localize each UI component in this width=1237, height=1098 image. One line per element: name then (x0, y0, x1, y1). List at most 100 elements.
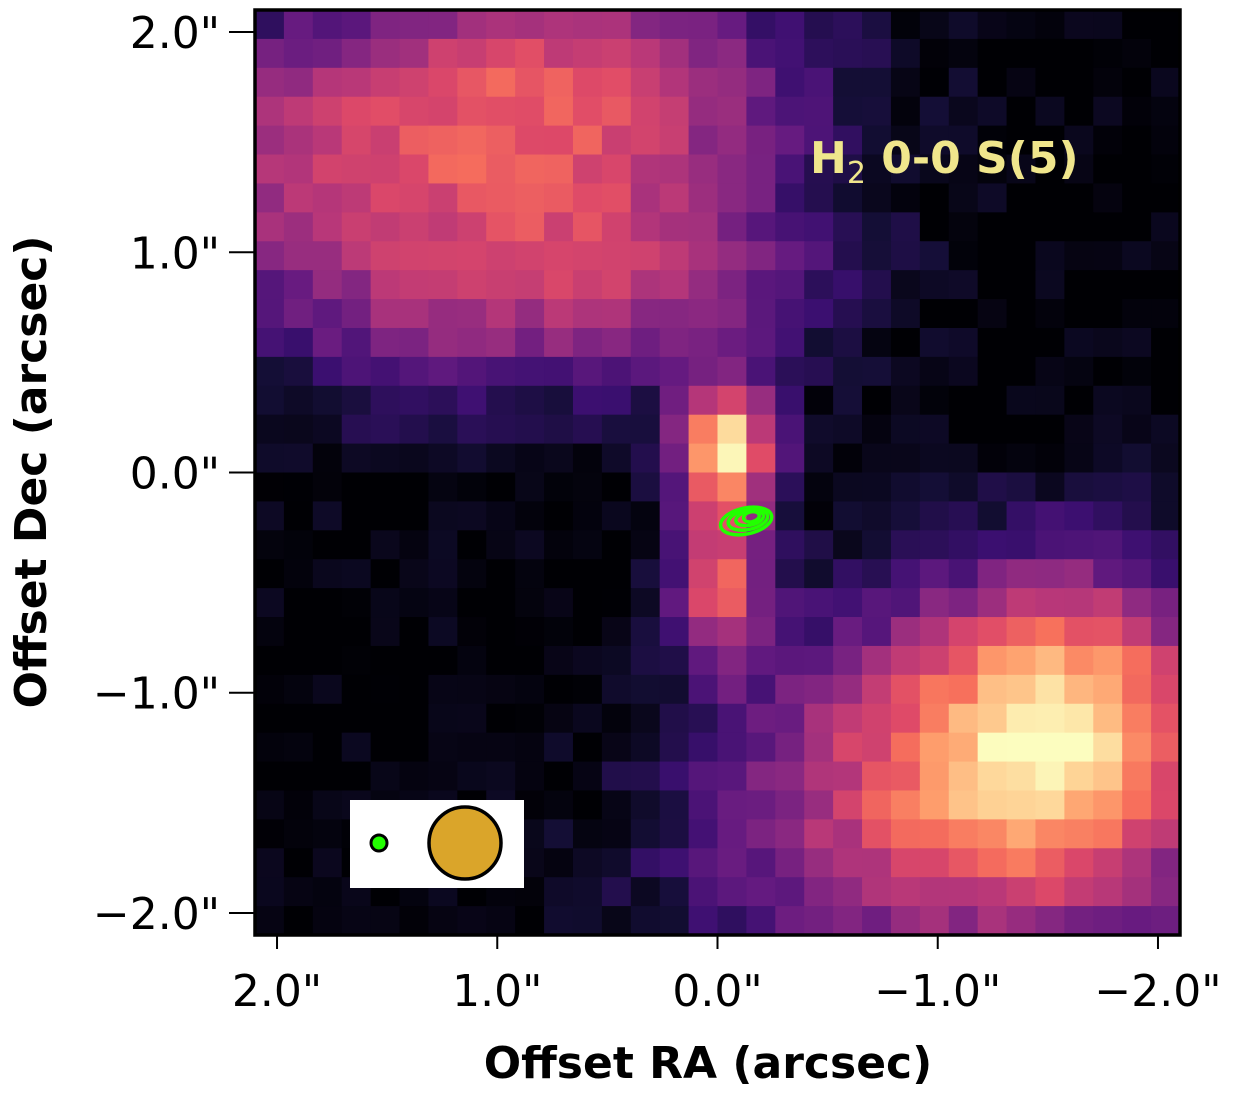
heatmap-cell (515, 183, 545, 213)
heatmap-cell (775, 732, 805, 763)
heatmap-cell (717, 617, 748, 647)
heatmap-cell (515, 501, 545, 531)
heatmap-cell (283, 356, 314, 387)
heatmap-cell (659, 414, 690, 445)
heatmap-cell (948, 617, 979, 647)
heatmap-cell (890, 674, 921, 705)
heatmap-cell (544, 212, 574, 242)
heatmap-cell (688, 270, 719, 300)
heatmap-cell (515, 588, 545, 618)
heatmap-cell (1151, 472, 1180, 503)
heatmap-cell (688, 212, 719, 242)
heatmap-cell (862, 212, 892, 242)
heatmap-cell (312, 877, 343, 907)
heatmap-cell (630, 501, 661, 531)
heatmap-cell (1035, 299, 1065, 329)
heatmap-cell (1035, 10, 1065, 40)
heatmap-cell (283, 761, 314, 792)
heatmap-cell (630, 790, 661, 820)
heatmap-cell (399, 299, 430, 329)
heatmap-cell (370, 530, 401, 560)
heatmap-cell (1064, 501, 1094, 531)
heatmap-cell (1035, 761, 1065, 792)
heatmap-cell (341, 906, 372, 935)
heatmap-cell (399, 617, 430, 647)
heatmap-cell (1093, 443, 1123, 474)
heatmap-cell (1006, 761, 1037, 792)
heatmap-cell (428, 906, 458, 935)
heatmap-cell (775, 299, 805, 329)
heatmap-cell (862, 848, 892, 878)
heatmap-cell (919, 472, 950, 503)
heatmap-cell (428, 703, 458, 734)
heatmap-cell (255, 385, 285, 416)
heatmap-cell (457, 38, 487, 69)
heatmap-cell (833, 96, 863, 127)
heatmap-cell (775, 501, 805, 531)
heatmap-cell (833, 530, 863, 560)
heatmap-cell (399, 67, 430, 98)
heatmap-cell (833, 327, 863, 358)
heatmap-cell (312, 645, 343, 676)
heatmap-cell (1151, 299, 1180, 329)
heatmap-cell (544, 125, 574, 156)
heatmap-cell (572, 645, 603, 676)
heatmap-cell (428, 385, 458, 416)
heatmap-cell (804, 761, 834, 792)
heatmap-cell (457, 617, 487, 647)
heatmap-cell (486, 154, 516, 185)
heatmap-cell (399, 270, 430, 300)
heatmap-cell (312, 96, 343, 127)
heatmap-cell (428, 559, 458, 589)
heatmap-cell (659, 125, 690, 156)
heatmap-cell (775, 848, 805, 878)
heatmap-cell (457, 530, 487, 560)
heatmap-cell (1151, 501, 1180, 531)
heatmap-cell (341, 645, 372, 676)
heatmap-cell (1035, 848, 1065, 878)
heatmap-cell (515, 327, 545, 358)
heatmap-cell (833, 443, 863, 474)
heatmap-cell (1035, 645, 1065, 676)
heatmap-cell (399, 154, 430, 185)
heatmap-cell (862, 356, 892, 387)
heatmap-cell (601, 212, 632, 242)
heatmap-cell (544, 10, 574, 40)
heatmap-cell (341, 154, 372, 185)
heatmap-cell (659, 10, 690, 40)
x-tick-label: −2.0" (1094, 966, 1221, 1017)
heatmap-cell (977, 356, 1008, 387)
heatmap-cell (833, 414, 863, 445)
heatmap-cell (717, 212, 748, 242)
heatmap-cell (399, 96, 430, 127)
heatmap-cell (775, 674, 805, 705)
heatmap-cell (833, 559, 863, 589)
heatmap-cell (919, 906, 950, 935)
heatmap-cell (255, 154, 285, 185)
heatmap-cell (746, 10, 776, 40)
heatmap-cell (1093, 501, 1123, 531)
heatmap-cell (862, 299, 892, 329)
heatmap-cell (890, 327, 921, 358)
heatmap-cell (948, 848, 979, 878)
heatmap-cell (1122, 270, 1152, 300)
heatmap-cell (746, 761, 776, 792)
heatmap-cell (1122, 645, 1152, 676)
heatmap-cell (659, 327, 690, 358)
heatmap-cell (659, 501, 690, 531)
heatmap-cell (1122, 38, 1152, 69)
heatmap-cell (746, 125, 776, 156)
heatmap-cell (804, 270, 834, 300)
heatmap-cell (717, 559, 748, 589)
heatmap-cell (370, 588, 401, 618)
heatmap-cell (544, 67, 574, 98)
heatmap-cell (457, 299, 487, 329)
y-tick-label: −2.0" (93, 889, 220, 940)
heatmap-cell (804, 790, 834, 820)
heatmap-cell (601, 443, 632, 474)
heatmap-cell (572, 385, 603, 416)
heatmap-cell (833, 385, 863, 416)
heatmap-cell (601, 530, 632, 560)
heatmap-cell (601, 501, 632, 531)
heatmap-cell (1093, 906, 1123, 935)
